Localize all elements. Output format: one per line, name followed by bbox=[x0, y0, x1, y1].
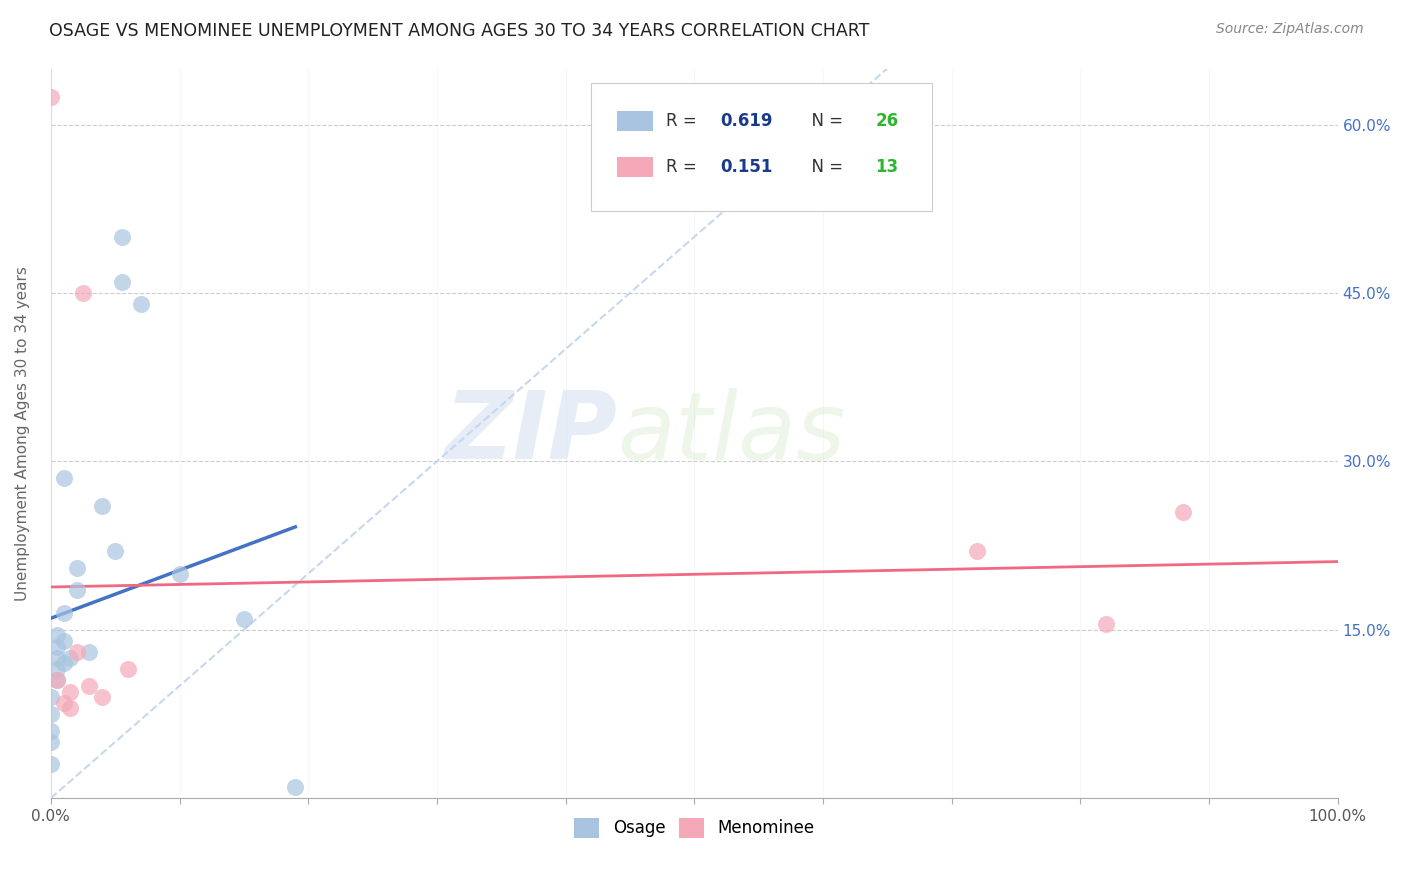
Text: N =: N = bbox=[801, 158, 848, 176]
Point bbox=[52, 696, 75, 710]
Point bbox=[169, 566, 191, 581]
Point bbox=[39, 757, 62, 772]
Point bbox=[46, 650, 69, 665]
Text: 0.619: 0.619 bbox=[720, 112, 772, 130]
Point bbox=[65, 583, 87, 598]
Point bbox=[46, 673, 69, 688]
Point bbox=[110, 275, 132, 289]
Point bbox=[284, 780, 307, 794]
Text: atlas: atlas bbox=[617, 388, 845, 479]
Text: OSAGE VS MENOMINEE UNEMPLOYMENT AMONG AGES 30 TO 34 YEARS CORRELATION CHART: OSAGE VS MENOMINEE UNEMPLOYMENT AMONG AG… bbox=[49, 22, 869, 40]
Point bbox=[39, 723, 62, 738]
Point bbox=[79, 645, 101, 659]
Text: N =: N = bbox=[801, 112, 848, 130]
FancyBboxPatch shape bbox=[592, 83, 932, 211]
Point bbox=[46, 662, 69, 676]
Point bbox=[117, 662, 139, 676]
Point bbox=[46, 673, 69, 688]
Legend: Osage, Menominee: Osage, Menominee bbox=[568, 811, 821, 845]
Point bbox=[1095, 617, 1118, 632]
Text: R =: R = bbox=[666, 112, 702, 130]
Point bbox=[59, 684, 82, 698]
Point bbox=[39, 706, 62, 721]
Point bbox=[72, 285, 94, 300]
Point bbox=[52, 657, 75, 671]
Point bbox=[79, 679, 101, 693]
Point bbox=[39, 89, 62, 103]
Point bbox=[91, 500, 114, 514]
Point bbox=[966, 544, 988, 558]
Point bbox=[59, 650, 82, 665]
Text: R =: R = bbox=[666, 158, 702, 176]
Text: 0.151: 0.151 bbox=[720, 158, 772, 176]
FancyBboxPatch shape bbox=[617, 157, 652, 178]
Point bbox=[59, 701, 82, 715]
Point bbox=[52, 634, 75, 648]
FancyBboxPatch shape bbox=[617, 111, 652, 131]
Point bbox=[129, 297, 152, 311]
Point bbox=[52, 606, 75, 620]
Point bbox=[46, 628, 69, 642]
Y-axis label: Unemployment Among Ages 30 to 34 years: Unemployment Among Ages 30 to 34 years bbox=[15, 266, 30, 601]
Text: ZIP: ZIP bbox=[444, 387, 617, 479]
Point bbox=[65, 561, 87, 575]
Text: 26: 26 bbox=[876, 112, 898, 130]
Text: 13: 13 bbox=[876, 158, 898, 176]
Point bbox=[39, 690, 62, 705]
Point bbox=[104, 544, 127, 558]
Point bbox=[39, 735, 62, 749]
Point bbox=[65, 645, 87, 659]
Point bbox=[110, 230, 132, 244]
Point bbox=[232, 611, 254, 625]
Point bbox=[1173, 505, 1195, 519]
Text: Source: ZipAtlas.com: Source: ZipAtlas.com bbox=[1216, 22, 1364, 37]
Point bbox=[52, 471, 75, 485]
Point bbox=[46, 640, 69, 654]
Point bbox=[91, 690, 114, 705]
